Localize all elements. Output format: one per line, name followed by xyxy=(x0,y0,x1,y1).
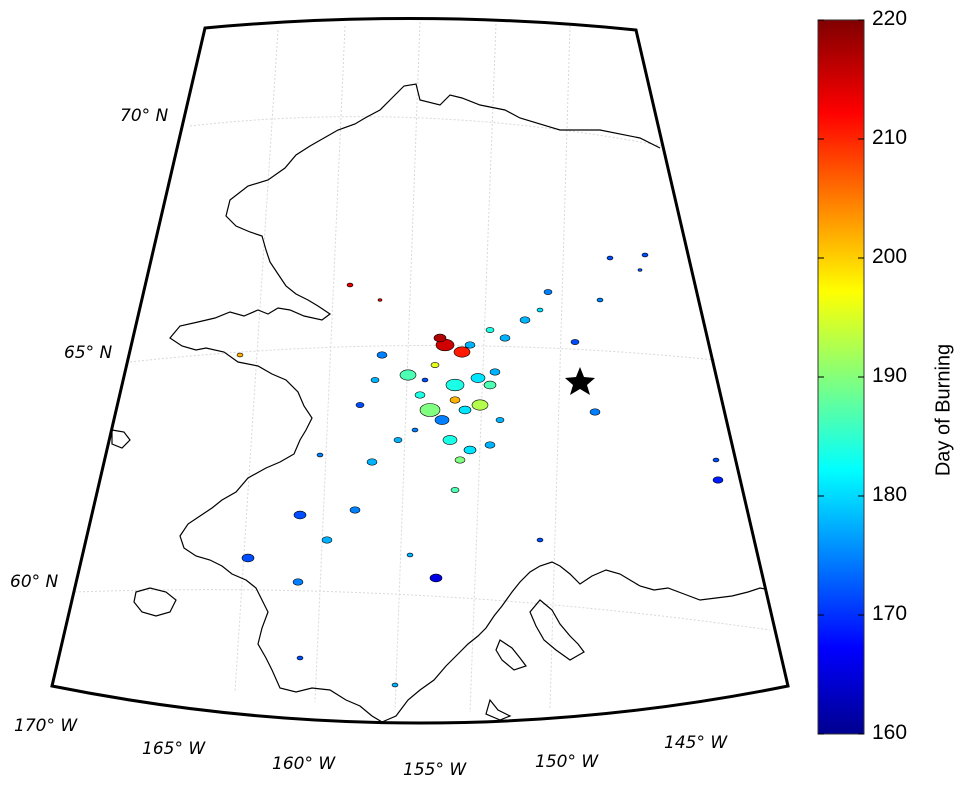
fire-patch xyxy=(449,396,461,404)
fire-patch xyxy=(519,316,531,324)
fire-patch xyxy=(349,506,361,514)
fire-patch xyxy=(589,408,601,416)
colorbar-tick-label: 180 xyxy=(872,483,908,506)
colorbar-title: Day of Burning xyxy=(932,343,955,477)
fire-patch xyxy=(406,552,414,558)
fire-patch xyxy=(421,377,429,383)
lat-label-70n: 70° N xyxy=(120,106,169,126)
lon-label-155w: 155° W xyxy=(403,760,467,780)
fire-patch xyxy=(483,380,497,390)
lon-label-145w: 145° W xyxy=(664,733,728,753)
fire-patch xyxy=(453,346,471,358)
lon-label-150w: 150° W xyxy=(535,752,599,772)
fire-patch xyxy=(377,298,383,302)
colorbar-tick-label: 170 xyxy=(872,602,908,625)
fire-patch xyxy=(346,282,354,288)
fire-patch xyxy=(499,334,511,342)
fire-patch xyxy=(376,351,388,359)
lat-label-65n: 65° N xyxy=(64,343,113,363)
lon-label-160w: 160° W xyxy=(272,754,336,774)
colorbar-tick-label: 220 xyxy=(872,7,908,30)
lon-label-170w: 170° W xyxy=(14,716,78,736)
map-frame xyxy=(50,16,790,725)
fire-patch xyxy=(321,536,333,544)
colorbar-tick-label: 210 xyxy=(872,126,908,149)
colorbar xyxy=(817,19,865,735)
lon-label-165w: 165° W xyxy=(142,739,206,759)
fire-patch xyxy=(236,352,244,358)
fire-patch xyxy=(355,402,365,408)
fire-patch xyxy=(489,368,501,376)
fire-patch xyxy=(458,405,472,415)
fire-patch xyxy=(316,452,324,458)
fire-patch xyxy=(543,289,553,295)
fire-patch xyxy=(712,476,724,484)
fire-patch xyxy=(399,369,417,381)
fire-patch xyxy=(241,553,255,563)
fire-patch xyxy=(570,339,580,345)
fire-patch xyxy=(637,268,643,272)
fire-patch xyxy=(434,415,450,425)
fire-patch xyxy=(463,445,477,455)
fire-patch xyxy=(464,341,476,349)
fire-patch xyxy=(470,373,486,383)
fire-patch xyxy=(433,333,447,343)
fire-patch xyxy=(429,573,443,583)
star-marker xyxy=(565,367,595,395)
fire-patch xyxy=(484,441,496,449)
fire-patch xyxy=(641,252,649,258)
fire-patch xyxy=(536,307,544,313)
fire-patch xyxy=(454,456,466,464)
fire-patch xyxy=(370,377,380,383)
fire-patch xyxy=(292,578,304,586)
colorbar-tick-label: 160 xyxy=(872,721,908,744)
fire-patch xyxy=(293,510,307,520)
colorbar-ticks xyxy=(818,19,864,735)
fire-patch xyxy=(414,391,426,399)
colorbar-tick-label: 200 xyxy=(872,245,908,268)
fire-patches xyxy=(236,252,724,688)
fire-patch xyxy=(606,255,614,261)
alaska-coastline xyxy=(111,83,771,723)
graticule xyxy=(74,21,771,713)
fire-patch xyxy=(391,682,399,688)
fire-patch xyxy=(366,458,378,466)
fire-patch xyxy=(712,457,720,463)
fire-patch xyxy=(495,417,505,423)
fire-patch xyxy=(419,403,441,417)
fire-patch xyxy=(536,537,544,543)
fire-patch xyxy=(450,487,460,493)
colorbar-tick-label: 190 xyxy=(872,364,908,387)
lat-label-60n: 60° N xyxy=(10,572,59,592)
fire-patch xyxy=(596,297,604,303)
fire-patch xyxy=(393,437,403,443)
fire-patch xyxy=(445,378,465,392)
fire-patch xyxy=(442,435,458,445)
fire-patch xyxy=(471,399,489,411)
fire-patch xyxy=(430,362,440,368)
fire-patch xyxy=(485,327,495,333)
fire-patch xyxy=(411,427,419,433)
fire-patch xyxy=(296,655,304,661)
